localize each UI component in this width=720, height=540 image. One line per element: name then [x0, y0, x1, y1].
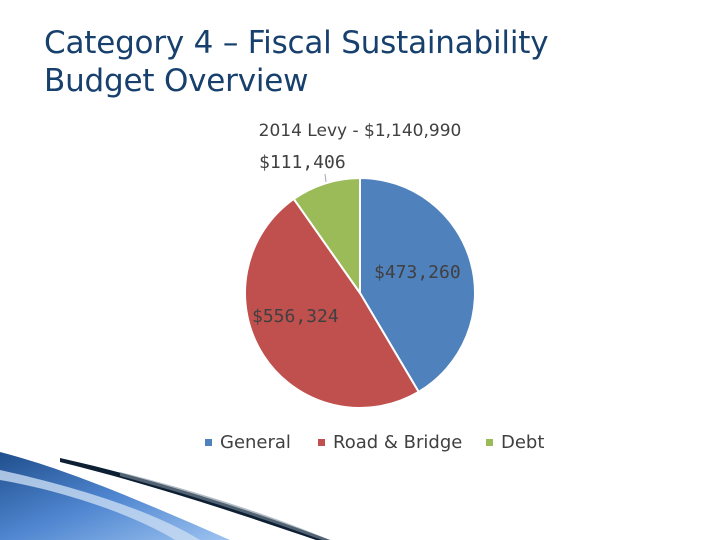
- legend-label-debt: Debt: [501, 432, 545, 453]
- legend-item-general: General: [205, 432, 291, 453]
- legend-swatch-general: [205, 439, 212, 446]
- data-label-road-bridge: $556,324: [252, 306, 339, 327]
- chart-title: 2014 Levy - $1,140,990: [258, 121, 462, 141]
- data-label-debt: $111,406: [259, 152, 346, 173]
- pie-slice-debt: [292, 176, 361, 297]
- legend-item-road-bridge: Road & Bridge: [318, 432, 462, 453]
- legend-label-general: General: [220, 432, 291, 453]
- legend-item-debt: Debt: [486, 432, 544, 453]
- legend-label-road-bridge: Road & Bridge: [333, 432, 463, 453]
- slide-title: Category 4 – Fiscal Sustainability Budge…: [44, 24, 549, 100]
- slide-title-line-1: Category 4 – Fiscal Sustainability: [44, 25, 549, 61]
- legend-swatch-debt: [486, 439, 493, 446]
- chart-legend: General Road & Bridge Debt: [0, 432, 720, 458]
- legend-swatch-road-bridge: [318, 439, 325, 446]
- leader-line-debt: [324, 173, 327, 183]
- pie-slice-road-bridge: [244, 197, 421, 409]
- data-label-general: $473,260: [374, 262, 461, 283]
- pie-slice-general: [359, 176, 476, 394]
- slide-title-line-2: Budget Overview: [44, 63, 309, 99]
